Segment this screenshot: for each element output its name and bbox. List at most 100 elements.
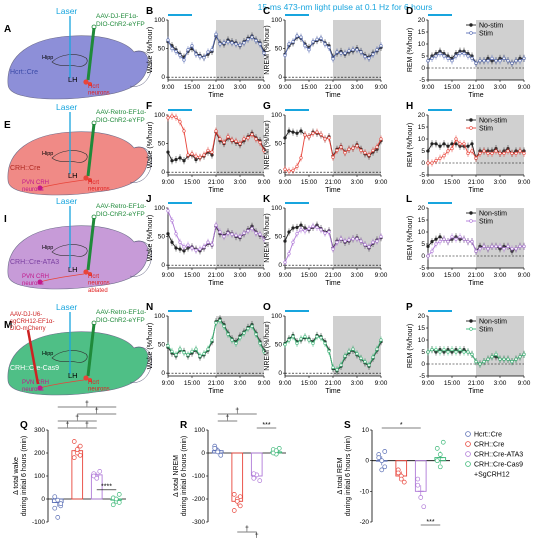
hipp-label: Hipp bbox=[42, 245, 53, 251]
x-tick-label: 3:00 bbox=[234, 179, 247, 186]
chart-j: J 0 50 100 9:00 15:00 21:00 3:00 9:00 Time Wake (%… bbox=[146, 194, 271, 287]
data-point bbox=[319, 228, 323, 232]
panel-letter: K bbox=[263, 194, 271, 205]
data-point bbox=[170, 114, 174, 118]
data-point bbox=[466, 350, 470, 354]
data-point bbox=[522, 244, 526, 248]
data-point bbox=[343, 151, 347, 155]
data-point bbox=[254, 38, 258, 43]
data-point bbox=[351, 347, 355, 351]
data-point bbox=[351, 146, 355, 150]
data-point bbox=[339, 237, 343, 241]
pvn-label: PVN CRH bbox=[22, 380, 49, 386]
panel-letter: G bbox=[263, 101, 271, 112]
data-point bbox=[490, 244, 494, 248]
legend-label: Stim bbox=[479, 31, 493, 38]
data-point bbox=[170, 46, 174, 51]
data-point bbox=[202, 352, 206, 356]
data-point bbox=[262, 148, 266, 153]
data-point bbox=[430, 348, 434, 352]
y-tick-label: 100 bbox=[271, 112, 282, 119]
chart-n: N 0 50 100 9:00 15:00 21:00 3:00 9:00 Time Wake (%… bbox=[146, 302, 271, 395]
data-point bbox=[174, 115, 178, 119]
data-point bbox=[295, 232, 299, 236]
target-label: neurons bbox=[88, 281, 110, 287]
x-tick-label: 15:00 bbox=[184, 179, 201, 186]
data-point bbox=[379, 44, 383, 48]
data-point bbox=[226, 40, 230, 44]
data-point bbox=[375, 48, 379, 52]
brain-outline bbox=[7, 35, 149, 100]
data-point bbox=[202, 56, 206, 60]
data-point bbox=[454, 54, 458, 58]
hippocampus-shape bbox=[51, 350, 88, 363]
pvn-projection bbox=[39, 179, 85, 189]
y-tick-label: 100 bbox=[154, 17, 165, 24]
data-point bbox=[430, 161, 434, 165]
data-point bbox=[283, 167, 287, 171]
data-point bbox=[283, 342, 287, 347]
data-point bbox=[367, 153, 371, 157]
data-point bbox=[295, 164, 299, 169]
data-point bbox=[246, 229, 250, 233]
data-point bbox=[222, 324, 226, 328]
data-point bbox=[446, 56, 450, 61]
data-point bbox=[206, 347, 210, 351]
data-point bbox=[218, 137, 222, 141]
dark-cycle-shade bbox=[476, 115, 524, 175]
x-axis-label: Time bbox=[208, 92, 223, 99]
data-point bbox=[450, 147, 454, 151]
y-tick-label: 5 bbox=[421, 349, 425, 356]
significance-label: † bbox=[85, 422, 89, 429]
data-point bbox=[319, 336, 323, 340]
data-point bbox=[462, 51, 466, 56]
chart-p: P -5 0 5 10 15 20 9:00 15:00 21:00 3:00 9:00 Time REM… bbox=[406, 302, 531, 395]
data-point bbox=[331, 57, 335, 61]
data-point bbox=[283, 260, 287, 264]
significance-label: † bbox=[75, 415, 79, 422]
y-tick-label: -5 bbox=[419, 265, 425, 272]
data-point bbox=[198, 54, 202, 59]
x-tick-label: 3:00 bbox=[494, 380, 507, 387]
legend-label: No-stim bbox=[479, 23, 503, 30]
data-point bbox=[510, 61, 514, 65]
y-axis-label: during initial 6 hours (min) bbox=[345, 436, 352, 517]
x-tick-label: 21:00 bbox=[208, 380, 225, 387]
significance-label: † bbox=[245, 526, 249, 533]
y-tick-label: -100 bbox=[192, 473, 205, 480]
data-point bbox=[442, 154, 446, 158]
data-point bbox=[458, 348, 462, 352]
data-point bbox=[363, 54, 367, 59]
data-point bbox=[339, 145, 343, 149]
x-tick-label: 15:00 bbox=[444, 272, 461, 279]
bar-point bbox=[71, 439, 77, 444]
y-tick-label: 50 bbox=[275, 234, 283, 241]
virus-injection bbox=[86, 123, 96, 177]
x-tick-label: 15:00 bbox=[301, 380, 318, 387]
data-point bbox=[218, 42, 222, 46]
virus-label: DIO-ChR2-eYFP bbox=[96, 21, 145, 28]
bar-point bbox=[270, 450, 276, 456]
data-point bbox=[190, 44, 194, 48]
laser-label: Laser bbox=[56, 102, 77, 112]
significance-label: * bbox=[400, 422, 403, 429]
data-point bbox=[518, 244, 522, 248]
data-point bbox=[242, 41, 246, 45]
x-axis-label: Time bbox=[208, 187, 223, 194]
x-tick-label: 9:00 bbox=[375, 84, 388, 91]
data-point bbox=[506, 59, 510, 63]
data-point bbox=[347, 349, 351, 354]
bar-point bbox=[434, 446, 440, 451]
x-tick-label: 9:00 bbox=[162, 179, 175, 186]
y-tick-label: 0 bbox=[278, 74, 282, 81]
data-point bbox=[254, 332, 258, 336]
y-tick-label: 0 bbox=[421, 253, 425, 260]
x-tick-label: 3:00 bbox=[234, 380, 247, 387]
data-point bbox=[478, 151, 482, 155]
panel-letter: E bbox=[4, 120, 11, 131]
lh-label: LH bbox=[68, 75, 78, 84]
y-tick-label: 20 bbox=[418, 313, 426, 320]
data-point bbox=[315, 130, 319, 134]
legend-marker bbox=[469, 211, 473, 215]
